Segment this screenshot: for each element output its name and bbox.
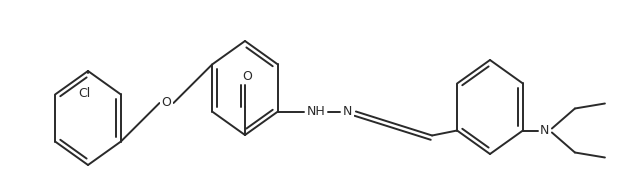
Text: Cl: Cl xyxy=(78,87,91,100)
Text: O: O xyxy=(162,97,171,110)
Text: N: N xyxy=(343,105,352,118)
Text: N: N xyxy=(540,124,550,137)
Text: O: O xyxy=(242,70,252,83)
Text: NH: NH xyxy=(306,105,325,118)
